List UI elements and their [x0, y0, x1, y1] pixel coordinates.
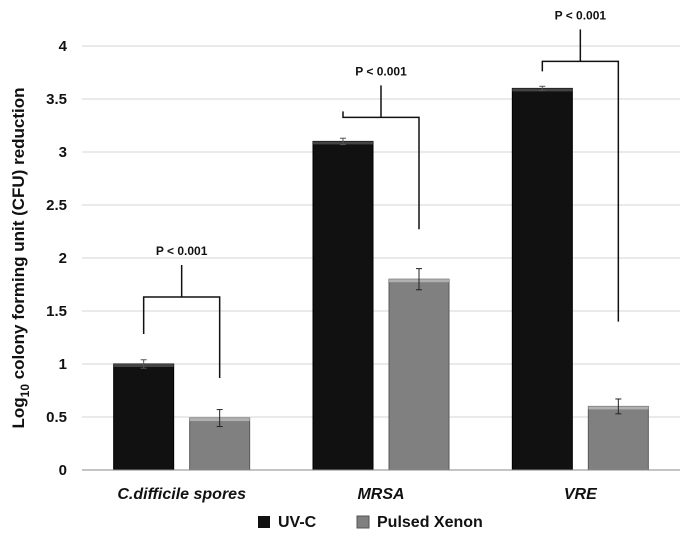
significance-brackets: P < 0.001 P < 0.001 P < 0.001: [142, 8, 620, 379]
legend-label-pulsed-xenon: Pulsed Xenon: [377, 514, 483, 531]
y-axis-label: Log10 colony forming unit (CFU) reductio…: [9, 87, 32, 428]
legend: UV-C Pulsed Xenon: [258, 514, 483, 531]
y-tick-label: 2: [59, 250, 67, 267]
p-value-label: P < 0.001: [355, 64, 407, 78]
p-value-label: P < 0.001: [156, 244, 208, 258]
error-bars: [140, 85, 622, 428]
y-tick-label: 0.5: [46, 409, 67, 426]
y-tick-label: 3: [59, 144, 67, 161]
bar-uv-c-mrsa: [312, 140, 374, 471]
bar-uv-c-vre: [511, 87, 573, 471]
x-axis-labels: C.difficile spores MRSA VRE: [117, 486, 598, 503]
bar-pulsed-xenon-mrsa: [388, 278, 450, 471]
y-axis-ticks: 0 0.5 1 1.5 2 2.5 3 3.5 4: [46, 38, 68, 479]
legend-label-uvc: UV-C: [278, 514, 317, 531]
y-tick-label: 4: [59, 38, 68, 55]
y-tick-label: 1: [59, 356, 67, 373]
legend-swatch-uvc: [258, 516, 270, 528]
gridlines: [82, 45, 680, 418]
x-tick-label-c-difficile-spores: C.difficile spores: [117, 486, 246, 503]
x-tick-label-vre: VRE: [564, 486, 598, 503]
x-tick-label-mrsa: MRSA: [357, 486, 404, 503]
bar-pulsed-xenon-vre: [587, 405, 649, 471]
y-tick-label: 1.5: [46, 303, 67, 320]
y-tick-label: 0: [59, 462, 67, 479]
y-tick-label: 3.5: [46, 91, 67, 108]
y-tick-label: 2.5: [46, 197, 67, 214]
p-value-label: P < 0.001: [555, 8, 607, 22]
bars: [113, 87, 649, 471]
bar-uv-c-c-difficile-spores: [113, 363, 175, 471]
legend-swatch-pulsed-xenon: [356, 515, 370, 529]
